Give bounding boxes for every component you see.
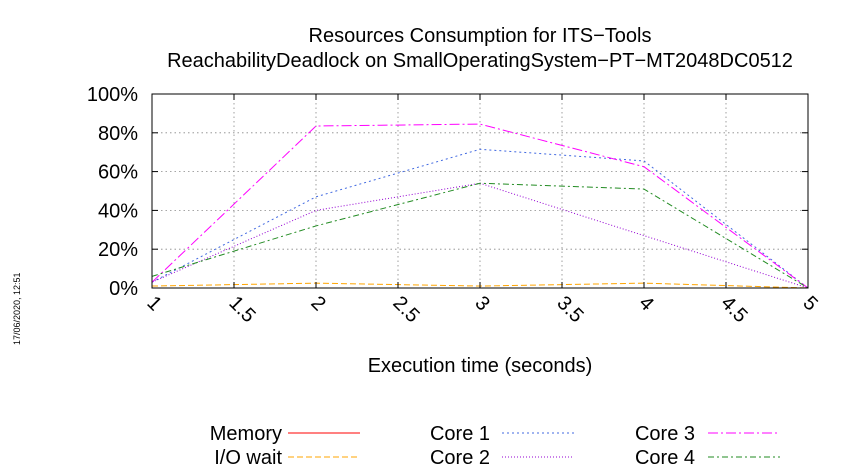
legend-item: Core 4 — [635, 447, 780, 469]
x-axis-label: Execution time (seconds) — [368, 355, 593, 377]
y-tick-label: 20% — [98, 239, 138, 261]
x-tick-label: 5 — [798, 292, 821, 315]
x-tick-label: 1.5 — [224, 292, 259, 327]
x-tick-label: 3 — [470, 292, 493, 315]
series-line-core-3 — [151, 123, 809, 289]
x-tick-label: 1 — [142, 292, 165, 315]
y-tick-label: 40% — [98, 200, 138, 222]
x-tick-label: 2 — [306, 292, 329, 315]
legend-label: Memory — [210, 423, 282, 445]
chart-title: Resources Consumption for ITS−Tools — [309, 25, 652, 47]
x-tick-label: 4.5 — [716, 292, 751, 327]
legend-item: Core 3 — [635, 423, 780, 445]
axis-ticks: 0% 20% 40% 60% 80% 100% 1 1.5 2 2.5 3 3.5 4 4.5 5 — [87, 84, 822, 327]
y-tick-label: 60% — [98, 162, 138, 184]
y-tick-label: 80% — [98, 123, 138, 145]
x-tick-label: 4 — [634, 292, 657, 315]
legend-label: Core 4 — [635, 447, 695, 469]
y-tick-label: 0% — [109, 278, 138, 300]
plot-frame — [151, 93, 809, 289]
grid — [152, 94, 808, 288]
legend-item: Core 2 — [430, 447, 574, 469]
y-tick-label: 100% — [87, 84, 138, 106]
legend-label: Core 1 — [430, 423, 490, 445]
legend-item: Core 1 — [430, 423, 574, 445]
legend-label: Core 3 — [635, 423, 695, 445]
chart-subtitle: ReachabilityDeadlock on SmallOperatingSy… — [167, 50, 793, 72]
legend-item: Memory — [210, 423, 360, 445]
legend-label: Core 2 — [430, 447, 490, 469]
x-tick-label: 3.5 — [552, 292, 587, 327]
legend-label: I/O wait — [214, 447, 282, 469]
x-tick-label: 2.5 — [388, 292, 423, 327]
timestamp: 17/06/2020, 12:51 — [12, 272, 22, 345]
legend-item: I/O wait — [214, 447, 360, 469]
series-line-core-4 — [151, 182, 809, 289]
series-line-core-1 — [151, 148, 809, 289]
